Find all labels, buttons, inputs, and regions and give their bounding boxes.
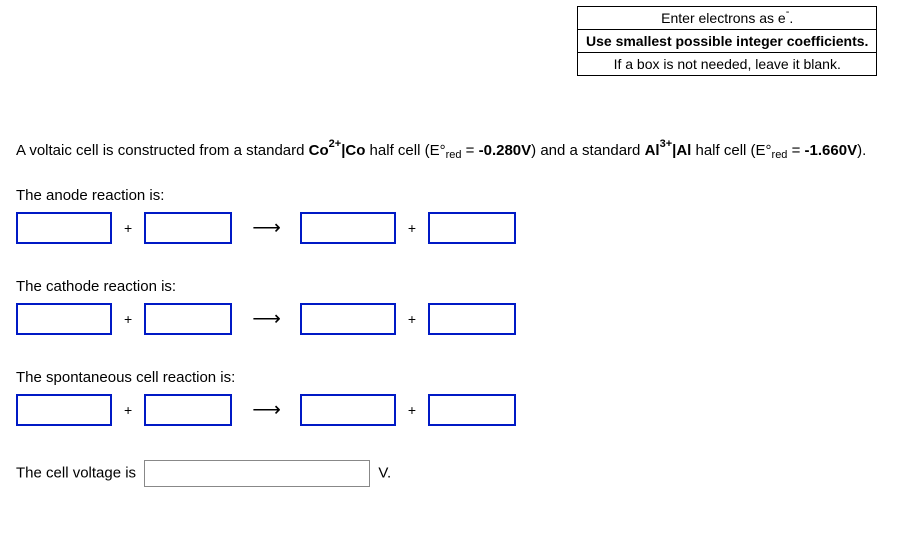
prob-co: Co — [309, 142, 329, 159]
prob-al: Al — [645, 142, 660, 159]
prob-mid: ) and a standard — [531, 142, 644, 159]
voltage-input[interactable] — [144, 460, 370, 487]
cathode-label: The cathode reaction is: — [16, 278, 896, 295]
cathode-reactant-2[interactable] — [144, 303, 232, 335]
cathode-equation: + ⟶ + — [16, 303, 896, 335]
prob-eq1: = — [462, 142, 479, 159]
problem-statement: A voltaic cell is constructed from a sta… — [16, 140, 896, 163]
plus-sign: + — [122, 311, 134, 327]
cathode-product-1[interactable] — [300, 303, 396, 335]
anode-reactant-2[interactable] — [144, 212, 232, 244]
anode-product-1[interactable] — [300, 212, 396, 244]
arrow-icon: ⟶ — [242, 397, 290, 422]
prob-eq2: = — [787, 142, 804, 159]
prob-co-val: -0.280V — [479, 142, 532, 159]
plus-sign: + — [406, 402, 418, 418]
prob-co-sup: 2+ — [329, 138, 342, 150]
plus-sign: + — [122, 220, 134, 236]
voltage-line: The cell voltage is V. — [16, 460, 896, 487]
spont-product-2[interactable] — [428, 394, 516, 426]
prob-co-half: half cell (E° — [365, 142, 445, 159]
prob-al-sep: |Al — [672, 142, 691, 159]
anode-equation: + ⟶ + — [16, 212, 896, 244]
voltage-label: The cell voltage is — [16, 464, 136, 481]
spont-product-1[interactable] — [300, 394, 396, 426]
prob-red2: red — [772, 149, 788, 161]
instruction-line-1: Enter electrons as e-. — [578, 7, 877, 30]
plus-sign: + — [406, 311, 418, 327]
instr1-sup: - — [786, 6, 790, 18]
instructions-box: Enter electrons as e-. Use smallest poss… — [577, 6, 877, 76]
arrow-icon: ⟶ — [242, 215, 290, 240]
prob-red1: red — [446, 149, 462, 161]
prob-co-sep: |Co — [341, 142, 365, 159]
plus-sign: + — [122, 402, 134, 418]
prob-pre: A voltaic cell is constructed from a sta… — [16, 142, 309, 159]
plus-sign: + — [406, 220, 418, 236]
instr1-text: Enter electrons as e — [661, 10, 786, 26]
cathode-product-2[interactable] — [428, 303, 516, 335]
cathode-reactant-1[interactable] — [16, 303, 112, 335]
instruction-line-2: Use smallest possible integer coefficien… — [578, 30, 877, 53]
instr1-post: . — [789, 10, 793, 26]
content-area: A voltaic cell is constructed from a sta… — [16, 140, 896, 511]
anode-reactant-1[interactable] — [16, 212, 112, 244]
arrow-icon: ⟶ — [242, 306, 290, 331]
voltage-unit: V. — [378, 464, 391, 481]
anode-label: The anode reaction is: — [16, 187, 896, 204]
instruction-line-3: If a box is not needed, leave it blank. — [578, 53, 877, 76]
prob-al-sup: 3+ — [660, 138, 673, 150]
prob-end: ). — [857, 142, 866, 159]
prob-al-half: half cell (E° — [691, 142, 771, 159]
spontaneous-label: The spontaneous cell reaction is: — [16, 369, 896, 386]
prob-al-val: -1.660V — [805, 142, 858, 159]
spont-reactant-2[interactable] — [144, 394, 232, 426]
spontaneous-equation: + ⟶ + — [16, 394, 896, 426]
spont-reactant-1[interactable] — [16, 394, 112, 426]
anode-product-2[interactable] — [428, 212, 516, 244]
